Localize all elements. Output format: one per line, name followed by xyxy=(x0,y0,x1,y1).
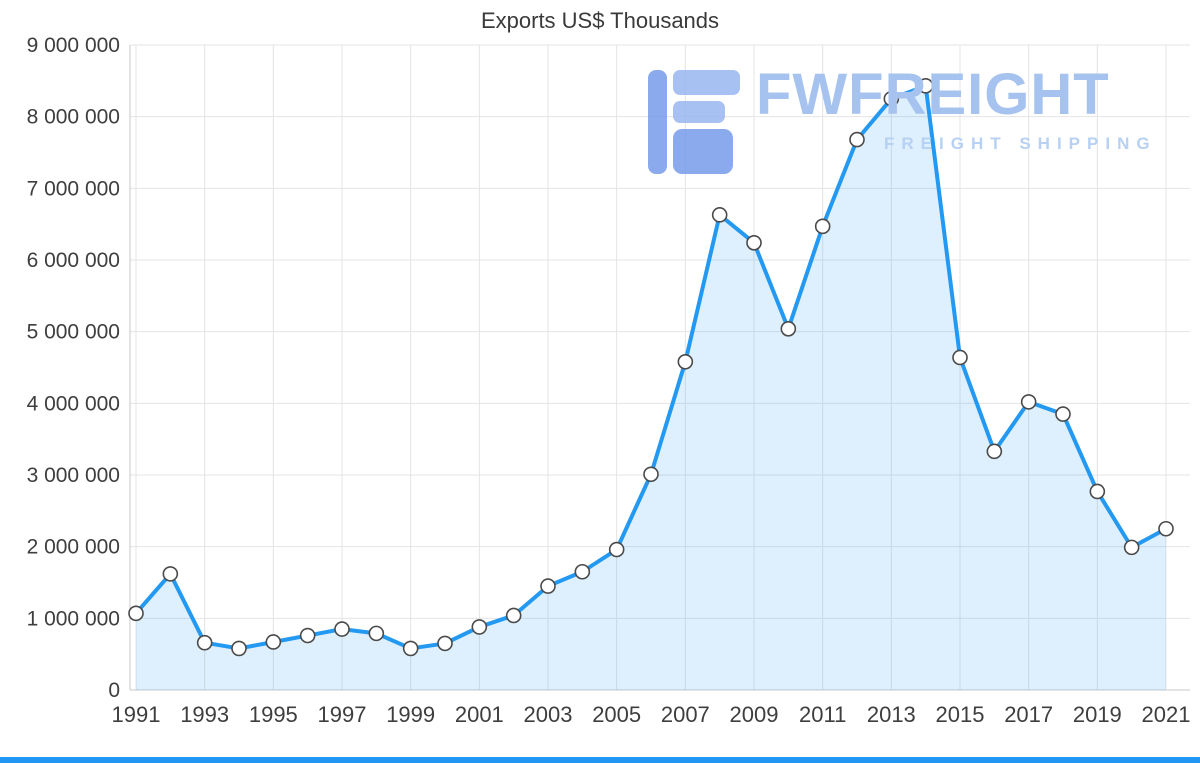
x-axis-tick-label: 1999 xyxy=(386,702,435,727)
x-axis-tick-label: 2017 xyxy=(1004,702,1053,727)
x-axis-tick-label: 1991 xyxy=(112,702,161,727)
data-point-2017[interactable] xyxy=(1020,394,1037,410)
data-point-2010[interactable] xyxy=(780,320,797,337)
x-axis-tick-label: 2005 xyxy=(592,702,641,727)
data-point-2005[interactable] xyxy=(608,541,625,558)
data-point-2015[interactable] xyxy=(952,349,968,366)
data-point-2004[interactable] xyxy=(574,563,591,580)
data-point-2002[interactable] xyxy=(505,607,522,624)
data-point-2009[interactable] xyxy=(746,235,762,251)
y-axis-tick-label: 1 000 000 xyxy=(27,607,120,630)
y-axis-tick-label: 4 000 000 xyxy=(27,392,120,415)
data-point-2018[interactable] xyxy=(1055,406,1071,422)
data-point-1995[interactable] xyxy=(265,634,282,650)
x-axis-tick-label: 1993 xyxy=(180,702,229,727)
data-point-2019[interactable] xyxy=(1089,483,1106,500)
data-point-2014[interactable] xyxy=(917,78,934,94)
x-axis-tick-label: 2019 xyxy=(1073,702,1122,727)
data-point-1999[interactable] xyxy=(402,640,419,657)
y-axis-tick-label: 7 000 000 xyxy=(27,177,120,200)
data-point-2012[interactable] xyxy=(849,131,865,148)
data-point-2011[interactable] xyxy=(814,218,831,235)
y-axis-tick-label: 0 xyxy=(108,679,120,702)
bottom-accent-bar xyxy=(0,757,1200,763)
data-point-2021[interactable] xyxy=(1158,520,1174,537)
data-point-2013[interactable] xyxy=(883,90,900,107)
chart-title: Exports US$ Thousands xyxy=(480,8,720,33)
y-axis-tick-label: 8 000 000 xyxy=(27,106,120,129)
data-point-2020[interactable] xyxy=(1123,539,1140,556)
y-axis-tick-label: 2 000 000 xyxy=(27,536,120,559)
y-axis-tick-label: 6 000 000 xyxy=(27,249,120,272)
data-point-2008[interactable] xyxy=(711,207,728,223)
y-axis-tick-label: 9 000 000 xyxy=(27,34,120,57)
data-point-1997[interactable] xyxy=(334,621,350,637)
data-point-2001[interactable] xyxy=(471,619,488,635)
data-point-1992[interactable] xyxy=(162,566,179,582)
data-point-1993[interactable] xyxy=(196,634,213,651)
x-axis-tick-label: 2003 xyxy=(524,702,573,727)
y-axis-tick-label: 3 000 000 xyxy=(27,464,120,487)
data-point-2003[interactable] xyxy=(540,578,556,594)
data-point-1994[interactable] xyxy=(231,640,247,657)
data-point-2016[interactable] xyxy=(986,443,1003,460)
data-point-1991[interactable] xyxy=(128,605,144,622)
exports-area-fill xyxy=(136,85,1166,691)
x-axis-tick-label: 2007 xyxy=(661,702,710,727)
x-axis-tick-label: 1997 xyxy=(318,702,367,727)
x-axis-tick-label: 1995 xyxy=(249,702,298,727)
x-axis-tick-label: 2015 xyxy=(936,702,985,727)
x-axis-tick-label: 2013 xyxy=(867,702,916,727)
data-point-2000[interactable] xyxy=(437,635,453,652)
x-axis-tick-label: 2009 xyxy=(730,702,779,727)
x-axis-tick-label: 2011 xyxy=(799,702,846,727)
x-axis-tick-label: 2001 xyxy=(455,702,504,727)
data-point-1998[interactable] xyxy=(368,625,385,642)
data-point-2007[interactable] xyxy=(677,353,694,370)
data-point-2006[interactable] xyxy=(643,466,659,483)
x-axis-tick-label: 2021 xyxy=(1142,702,1191,727)
y-axis-tick-label: 5 000 000 xyxy=(27,321,120,344)
data-point-1996[interactable] xyxy=(299,627,316,644)
